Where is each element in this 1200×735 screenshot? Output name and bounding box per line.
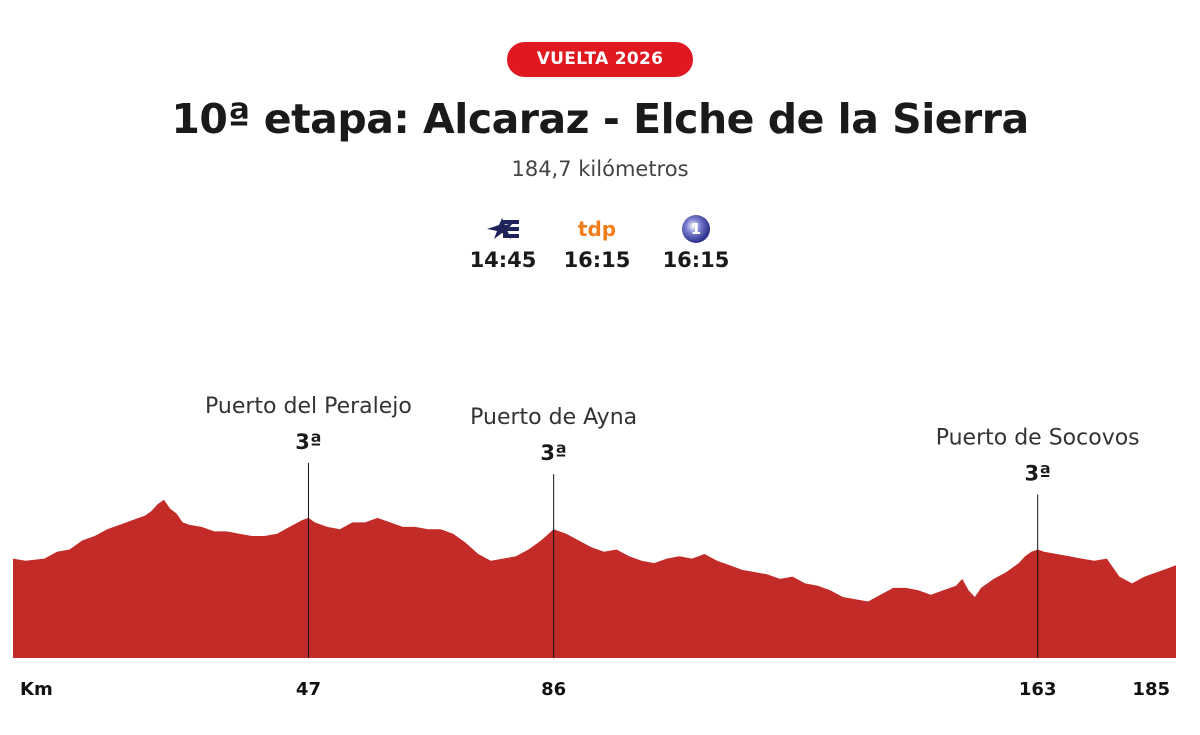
climb-name: Puerto del Peralejo bbox=[205, 394, 412, 419]
axis-km-label: Km bbox=[20, 679, 53, 700]
stage-title: 10ª etapa: Alcaraz - Elche de la Sierra bbox=[171, 95, 1029, 143]
la1-logo-icon: 1 bbox=[651, 213, 741, 245]
broadcaster-la1: 1 16:15 bbox=[651, 213, 741, 275]
competition-badge: VUELTA 2026 bbox=[507, 42, 693, 77]
broadcaster-tdp: tdp 16:15 bbox=[552, 213, 642, 275]
climb-category: 3ª bbox=[540, 441, 566, 465]
km-tick-label: 47 bbox=[296, 679, 321, 700]
broadcast-time-tdp: 16:15 bbox=[563, 248, 631, 272]
climb-name: Puerto de Ayna bbox=[470, 405, 637, 430]
stage-distance: 184,7 kilómetros bbox=[511, 157, 689, 181]
climb-markers: 3ª Puerto del Peralejo 3ª Puerto de Ayna 3ª P… bbox=[205, 394, 1140, 658]
tdp-logo-icon: tdp bbox=[552, 213, 642, 245]
climb-category: 3ª bbox=[295, 430, 321, 454]
broadcaster-eurosport: 14:45 bbox=[458, 213, 548, 275]
broadcast-time-la1: 16:15 bbox=[662, 248, 730, 272]
broadcast-time-eurosport: 14:45 bbox=[469, 248, 537, 272]
km-tick-label: 86 bbox=[541, 679, 566, 700]
tdp-logo-text: tdp bbox=[577, 217, 617, 241]
km-tick-labels: 47 86 163 185 bbox=[296, 679, 1170, 700]
climb-name: Puerto de Socovos bbox=[936, 426, 1140, 451]
km-tick-label: 163 bbox=[1019, 679, 1057, 700]
km-tick-label: 185 bbox=[1132, 679, 1170, 700]
climb-category: 3ª bbox=[1024, 462, 1050, 486]
eurosport-logo-icon bbox=[458, 213, 548, 245]
elevation-profile-area bbox=[13, 499, 1176, 658]
